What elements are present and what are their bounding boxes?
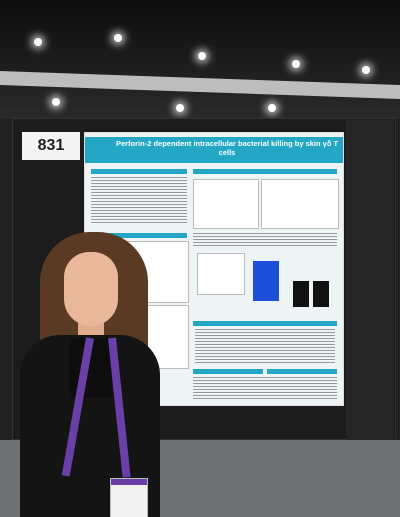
poster-microscopy-image [253, 261, 279, 301]
poster-authors [113, 150, 341, 160]
ceiling-light [34, 38, 42, 46]
ceiling-light [268, 104, 276, 112]
poster-section-header [91, 169, 187, 174]
poster-text-block [195, 329, 335, 363]
name-badge [110, 478, 148, 517]
poster-section-header [193, 169, 337, 174]
poster-section-header [267, 369, 337, 374]
ceiling-light [52, 98, 60, 106]
poster-section-header [193, 321, 337, 326]
poster-figure [197, 253, 245, 295]
ceiling [0, 0, 400, 120]
ceiling-light [198, 52, 206, 60]
ceiling-light [176, 104, 184, 112]
ceiling-light [114, 34, 122, 42]
poster-figure [261, 179, 339, 229]
ceiling-light [292, 60, 300, 68]
poster-section-header [91, 233, 187, 238]
poster-text-block [91, 177, 187, 225]
poster-title: Perforin-2 dependent intracellular bacte… [115, 139, 339, 157]
poster-text-block [193, 377, 337, 399]
poster-header [85, 137, 343, 163]
presenter-face [64, 252, 118, 326]
side-board [346, 120, 394, 440]
poster-figure [193, 179, 259, 229]
poster-section-header [193, 369, 263, 374]
poster-western-blot [293, 281, 309, 307]
ceiling-light [362, 66, 370, 74]
poster-number-card: 831 [22, 132, 80, 160]
poster-western-blot [313, 281, 329, 307]
poster-text-block [193, 233, 337, 247]
